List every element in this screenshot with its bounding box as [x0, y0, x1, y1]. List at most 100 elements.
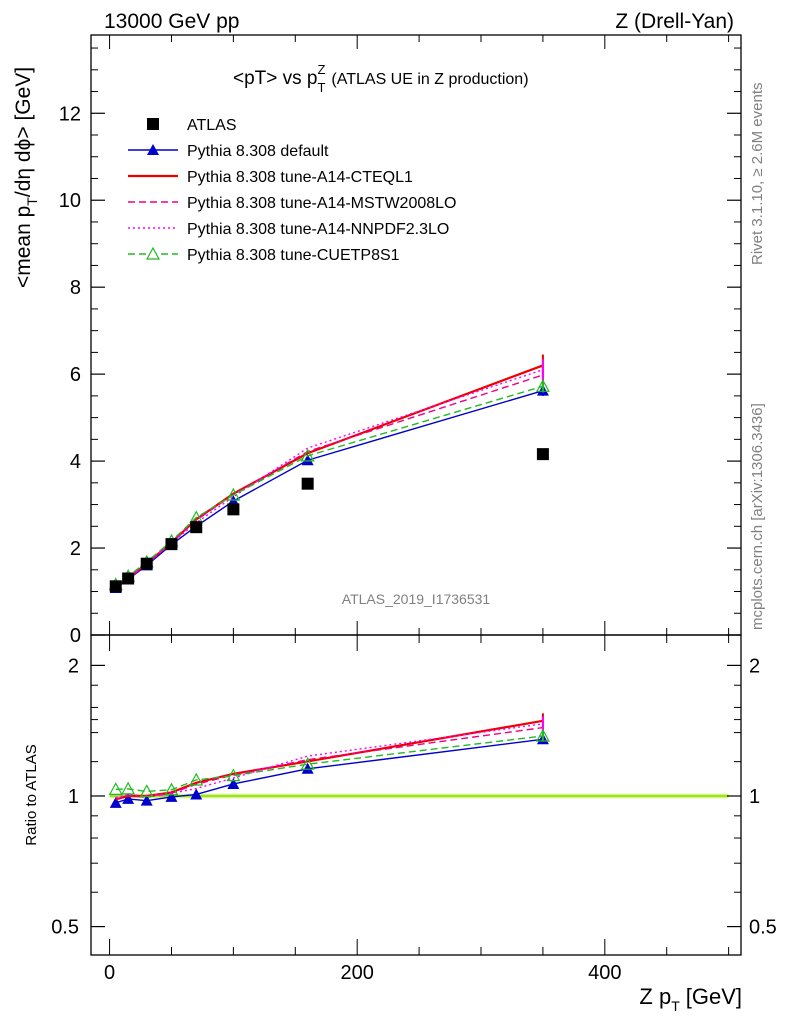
ratio-series	[108, 713, 550, 808]
ratio-y-ticks: 0.5 0.5 1 1 2 2	[51, 655, 777, 938]
legend-label: Pythia 8.308 default	[187, 143, 329, 160]
data-point	[227, 503, 240, 516]
x-tick-label: 0	[104, 962, 115, 984]
series-line	[115, 723, 543, 799]
data-point	[189, 772, 204, 786]
data-point	[300, 448, 315, 462]
plot-title-sub: T	[318, 80, 326, 95]
data-point	[535, 728, 550, 742]
legend-marker	[145, 246, 161, 260]
legend-entry: Pythia 8.308 tune-A14-CTEQL1	[128, 169, 413, 186]
y-tick-label: 10	[59, 190, 81, 212]
legend-label: Pythia 8.308 tune-CUETP8S1	[187, 247, 400, 264]
series-pythia-8-308-tune-cuetp8s1	[108, 379, 550, 591]
x-tick-label: 400	[588, 962, 621, 984]
legend-entry: Pythia 8.308 default	[128, 143, 329, 160]
series-line	[115, 385, 544, 586]
legend-entry: ATLAS	[147, 117, 237, 134]
y-tick-label: 8	[70, 277, 81, 299]
data-point	[536, 448, 549, 461]
data-point	[301, 477, 314, 490]
x-ticks: 0 200 400	[104, 635, 730, 984]
series-line	[115, 726, 543, 801]
data-point	[108, 782, 123, 795]
data-point	[226, 487, 241, 501]
series-atlas	[109, 448, 549, 593]
data-point	[165, 538, 178, 551]
data-point	[122, 792, 135, 804]
ratio-y-axis-label: Ratio to ATLAS	[23, 744, 40, 845]
legend-marker	[147, 118, 159, 130]
plot-title-rest: (ATLAS UE in Z production)	[331, 71, 528, 88]
header-right: Z (Drell-Yan)	[615, 10, 734, 33]
y-axis-label-sub: T	[24, 197, 40, 206]
legend-label: Pythia 8.308 tune-A14-MSTW2008LO	[187, 195, 456, 212]
series-line	[115, 374, 544, 588]
data-point	[535, 379, 550, 392]
legend-entry: Pythia 8.308 tune-A14-MSTW2008LO	[128, 195, 456, 212]
data-point	[300, 756, 315, 770]
series-pythia-8-308-tune-a14-cteql1	[115, 354, 544, 589]
main-series	[108, 354, 550, 594]
legend: ATLAS Pythia 8.308 default Pythia 8.308 tu…	[128, 117, 456, 264]
y-tick-label: 0	[70, 625, 81, 647]
data-point	[109, 580, 122, 593]
data-point	[165, 790, 178, 802]
data-point	[140, 794, 153, 806]
ratio-tick-label: 2	[68, 655, 79, 677]
series-pythia-8-308-tune-a14-nnpdf2-3lo	[115, 359, 544, 588]
series-pythia-8-308-default	[109, 384, 549, 594]
data-point	[121, 781, 136, 795]
x-tick-label: 200	[341, 962, 374, 984]
data-point	[164, 782, 179, 796]
rivet-version: Rivet 3.1.10, ≥ 2.6M events	[749, 83, 766, 266]
ratio-tick-label-right: 2	[749, 655, 760, 677]
series-line	[115, 389, 544, 589]
data-point	[227, 777, 240, 789]
ratio-panel: 0.5 0.5 1 1 2 2 0 200 400	[51, 634, 777, 984]
legend-label: Pythia 8.308 tune-A14-NNPDF2.3LO	[187, 221, 449, 238]
x-axis-label-a: Z p	[639, 984, 671, 1009]
data-point	[109, 796, 122, 808]
legend-entry: Pythia 8.308 tune-A14-NNPDF2.3LO	[128, 221, 449, 238]
ratio-tick-label-right: 0.5	[749, 917, 777, 939]
series-line	[115, 364, 544, 589]
analysis-id: ATLAS_2019_I1736531	[342, 591, 491, 607]
x-axis-label: Z pT [GeV]	[639, 984, 742, 1014]
ratio-tick-label-right: 1	[749, 786, 760, 808]
legend-label: ATLAS	[187, 117, 237, 134]
legend-entry: Pythia 8.308 tune-CUETP8S1	[128, 246, 400, 264]
main-y-ticks: 0 2 4 6 8 10 12	[59, 35, 741, 647]
plot-title-sup: Z	[317, 62, 325, 77]
legend-label: Pythia 8.308 tune-A14-CTEQL1	[187, 169, 413, 186]
ratio-tick-label: 1	[68, 786, 79, 808]
y-tick-label: 2	[70, 538, 81, 560]
series-pythia-8-308-tune-a14-mstw2008lo	[115, 365, 544, 588]
data-point	[122, 572, 135, 585]
ratio-frame	[90, 634, 742, 956]
data-point	[140, 557, 153, 570]
ratio-tick-label: 0.5	[51, 917, 79, 939]
series-line	[115, 735, 543, 793]
data-point	[139, 784, 154, 798]
plot-title-main: <pT> vs p	[233, 68, 318, 89]
data-point	[190, 788, 203, 800]
y-axis-label: <mean pT/dη dϕ> [GeV]	[12, 67, 40, 288]
x-axis-label-sub: T	[671, 998, 680, 1014]
legend-marker	[147, 144, 159, 155]
data-point	[190, 521, 203, 534]
main-panel: 0 2 4 6 8 10 12 <pT> vs pTZ (ATLAS UE in Z prod…	[59, 34, 742, 647]
ratio-reference-band	[109, 793, 729, 799]
data-point	[301, 454, 314, 466]
series-line	[115, 369, 544, 588]
x-axis-label-b: [GeV]	[686, 984, 742, 1009]
series-ratio-pythia-8-308-tune-a14-cteql1	[115, 713, 544, 801]
mcplots-reference: mcplots.cern.ch [arXiv:1306.3436]	[749, 403, 766, 630]
y-tick-label: 6	[70, 364, 81, 386]
y-tick-label: 12	[59, 103, 81, 125]
header-left: 13000 GeV pp	[104, 10, 239, 33]
y-axis-label-a: <mean p	[12, 206, 35, 288]
series-ratio-pythia-8-308-tune-cuetp8s1	[108, 728, 550, 798]
data-point	[226, 768, 241, 782]
